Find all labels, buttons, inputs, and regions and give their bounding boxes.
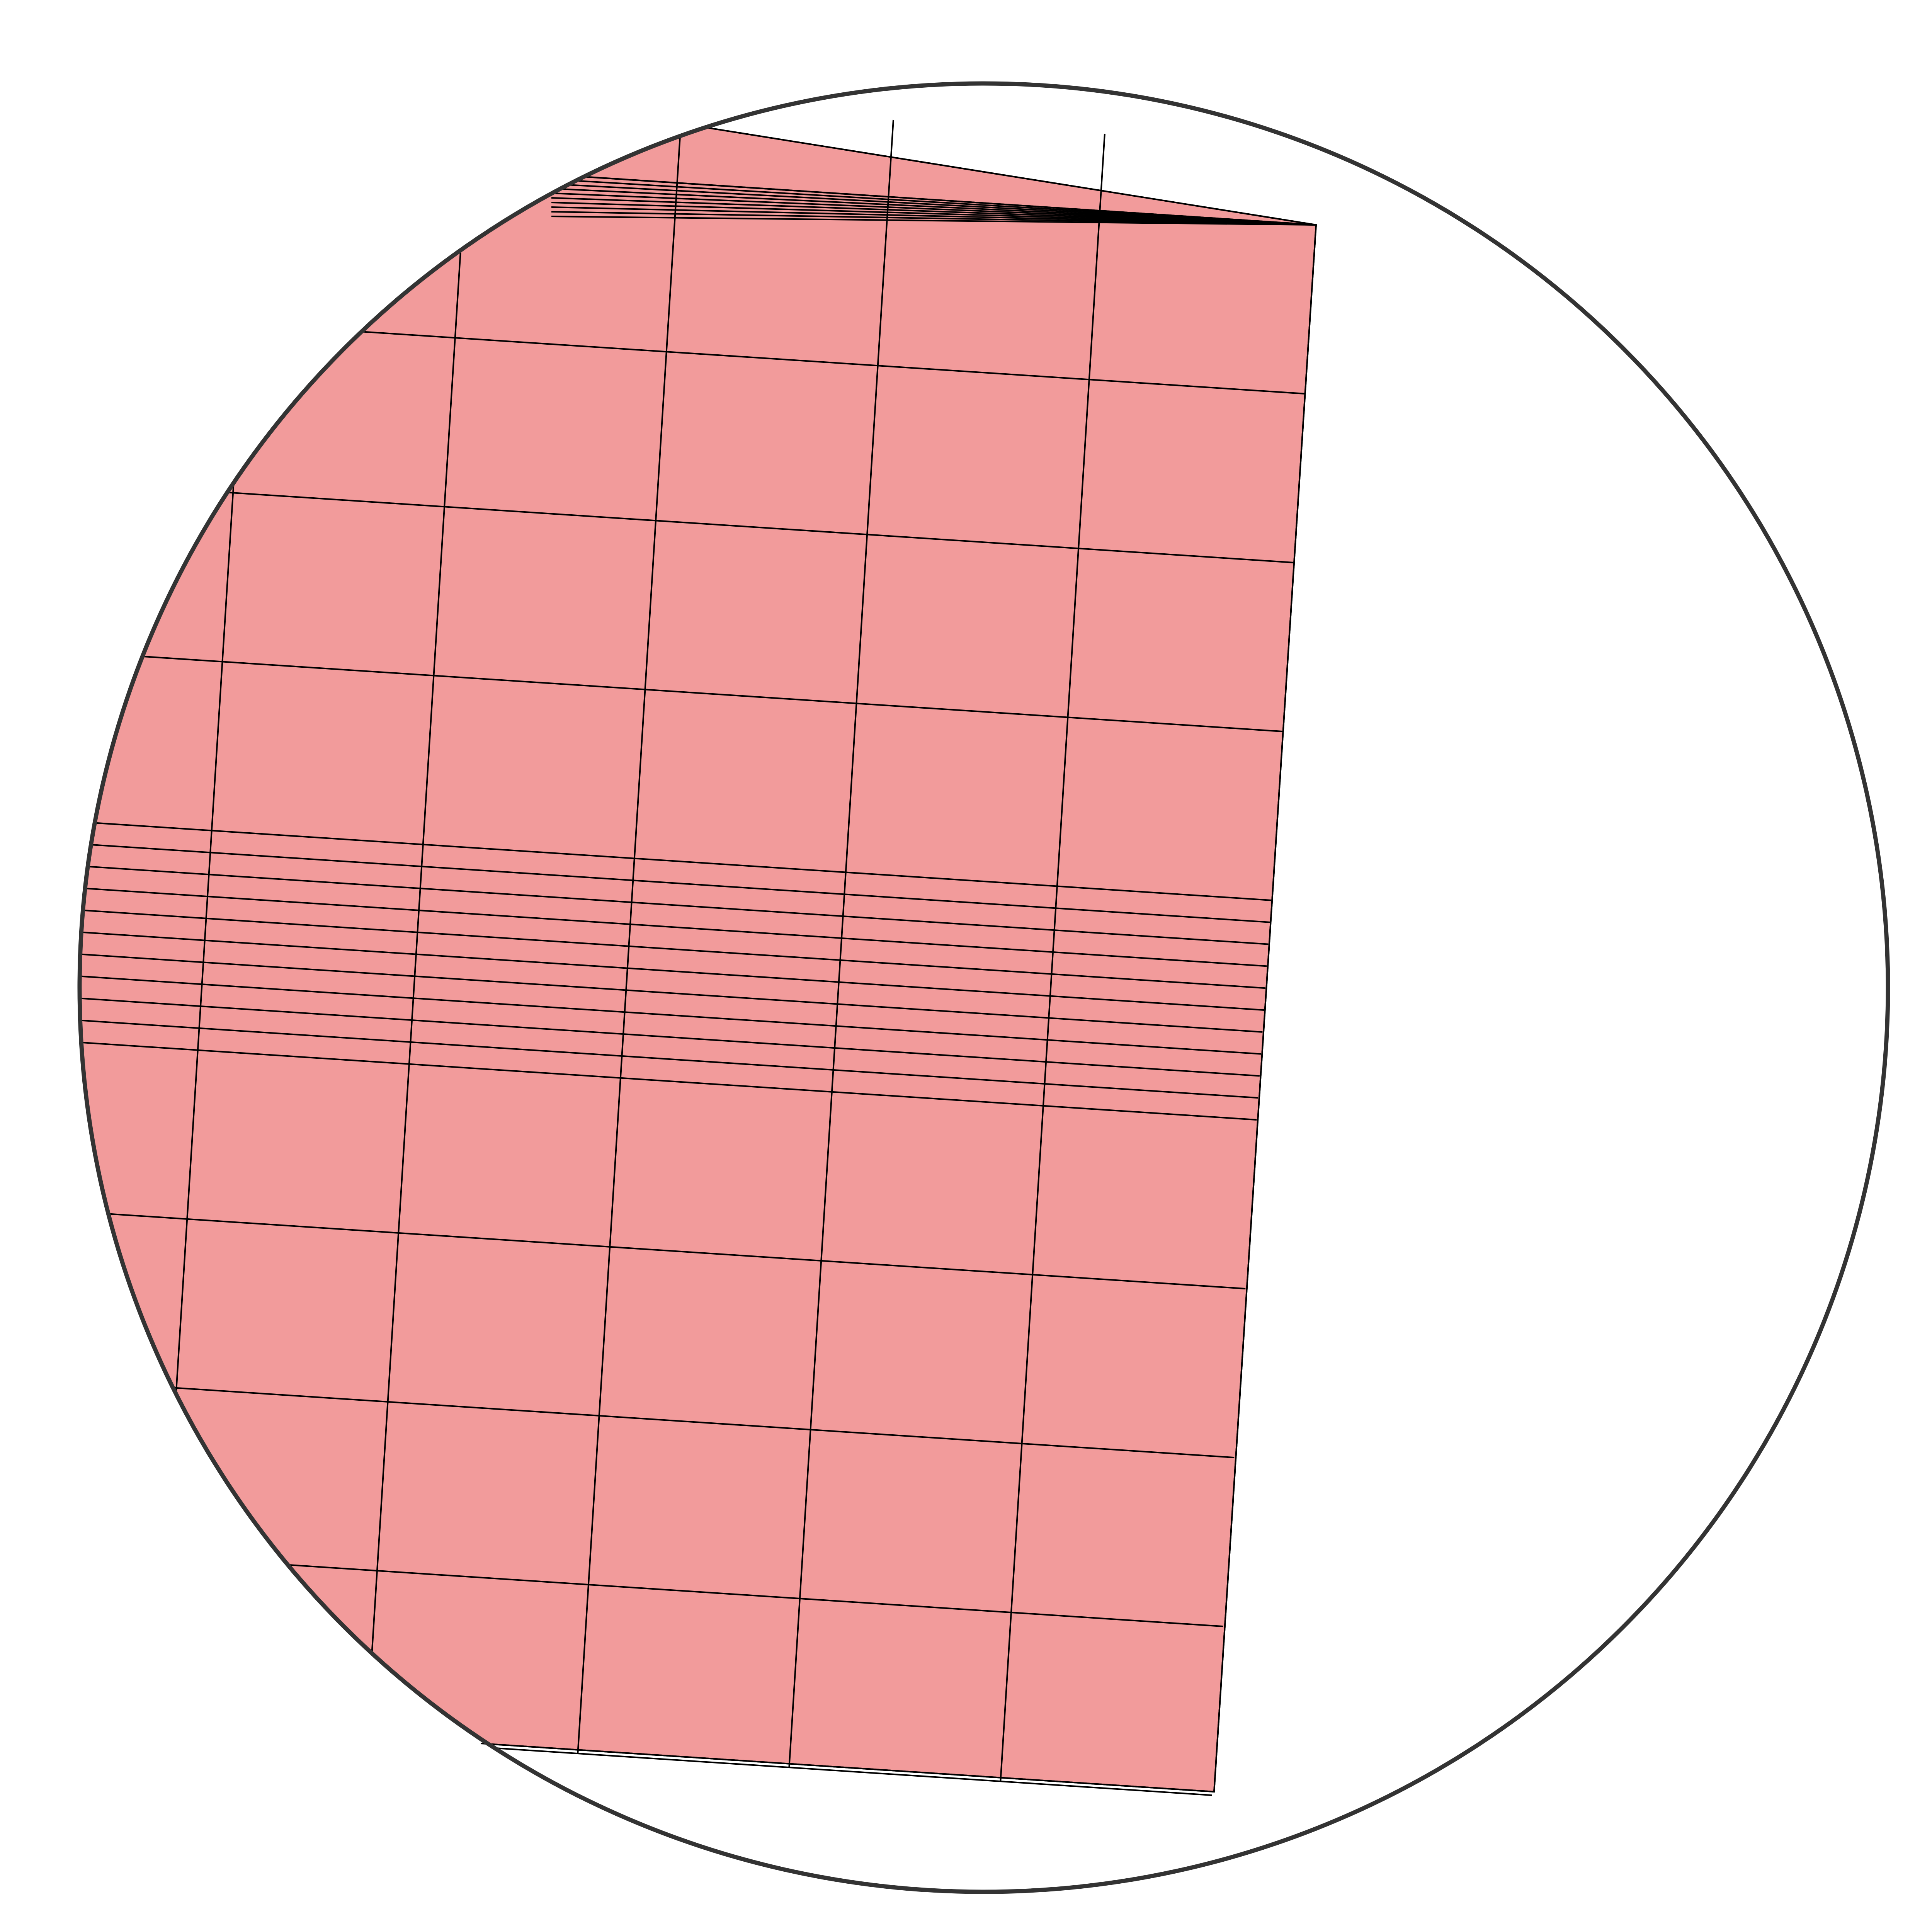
mesh-row-line [80, 296, 1305, 395]
mesh-column-line [1000, 133, 1105, 1782]
mesh-row-line [80, 1190, 1246, 1290]
mesh-row-line [80, 912, 1264, 1011]
mesh-column-line [366, 92, 471, 1740]
mesh-row-line [80, 824, 1270, 923]
mesh-row-line [80, 846, 1269, 945]
mesh-column-line [577, 105, 683, 1754]
mesh-bottom-edge [480, 1743, 1214, 1793]
mesh-row-line [80, 956, 1261, 1055]
mesh-row-line [80, 1000, 1259, 1099]
mesh-row-line [80, 464, 1294, 563]
mesh-column-line [788, 119, 894, 1768]
mesh-row-line [80, 868, 1267, 967]
mesh-row-line [80, 633, 1283, 732]
mesh-column-line [0, 64, 48, 1712]
mesh-clipped-group [0, 64, 1317, 1796]
mesh-row-line [80, 890, 1266, 989]
mesh-row-line [80, 978, 1260, 1077]
mesh-top-edge [706, 127, 1316, 226]
mesh-row-line [80, 802, 1272, 901]
mesh-row-line [80, 1022, 1257, 1121]
boundary-circle [77, 81, 1890, 1894]
mesh-top-refined-line [551, 216, 1316, 226]
mesh-grid-lines [0, 64, 1316, 1796]
mesh-row-line [80, 1359, 1235, 1459]
mesh-fill-region [80, 115, 1317, 1793]
mesh-row-line [80, 1528, 1223, 1628]
mesh-row-line [80, 934, 1263, 1033]
mesh-right-edge [1213, 224, 1317, 1792]
